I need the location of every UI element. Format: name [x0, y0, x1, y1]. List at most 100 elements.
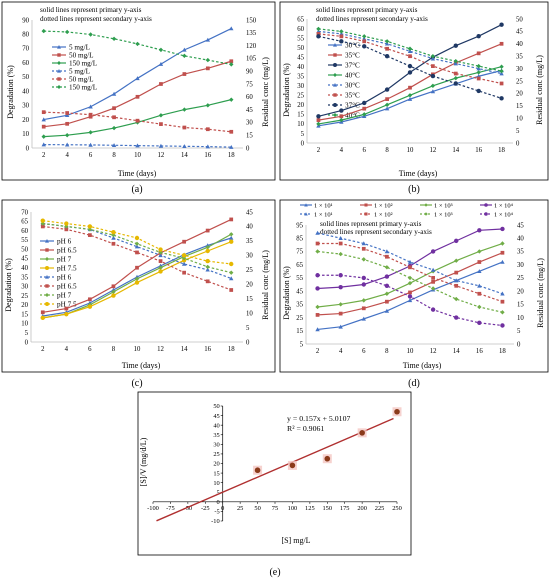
panel-b-y-tick-label: 25 — [297, 93, 304, 100]
panel-b-data-point — [339, 29, 344, 34]
panel-c-data-point — [87, 302, 93, 308]
panel-c-legend-marker — [45, 293, 49, 297]
panel-c-data-point — [205, 264, 210, 270]
panel-d-data-point — [407, 298, 413, 303]
panel-c-series-line — [42, 222, 232, 280]
panel-a-data-point — [111, 91, 117, 96]
panel-b-data-point — [362, 39, 367, 44]
panel-c-data-point — [134, 276, 140, 282]
panel-b-legend-marker — [333, 73, 337, 77]
panel-e-x-tick-label: 25 — [237, 505, 243, 512]
panel-a-x-tick-label: 8 — [112, 152, 116, 159]
panel-c-ylabel: Degradation (%) — [4, 258, 13, 312]
panel-a-y2-tick-label: 45 — [246, 107, 253, 114]
panel-d-y2-tick-label: 45 — [517, 222, 524, 229]
panel-d-y-tick-label: 15 — [296, 328, 303, 335]
panel-d-legend-marker — [304, 203, 308, 207]
panel-c-data-point — [229, 270, 234, 275]
panel-d-legend-label: 1 × 10² — [374, 203, 393, 210]
panel-c-data-point — [88, 233, 92, 237]
panel-c-data-point — [158, 259, 163, 263]
panel-b-data-point — [476, 51, 481, 56]
panel-e-data-point — [289, 462, 296, 469]
panel-a-y-tick-label: 70 — [22, 46, 29, 53]
panel-d-legend-item: 1 × 10² — [360, 203, 393, 210]
panel-a-y2-tick-label: 90 — [246, 69, 253, 76]
panel-c-data-point — [158, 250, 163, 255]
panel-a-legend-label: 150 mg/L — [69, 84, 97, 92]
panel-b-border — [279, 1, 549, 181]
panel-a-y2label: Residual conc (mg/L) — [261, 57, 270, 127]
panel-a-data-point — [205, 66, 210, 71]
panel-c-data-point — [111, 287, 116, 292]
panel-d-data-point — [454, 278, 459, 283]
panel-b-data-point — [408, 54, 412, 59]
panel-a-legend-label: 5 mg/L — [69, 68, 90, 76]
panel-a-data-point — [112, 106, 116, 111]
panel-b-legend-label: 40°C — [345, 112, 360, 120]
panel-c-data-point — [135, 265, 139, 270]
panel-d-data-point — [338, 302, 343, 307]
panel-e-x-tick-label: 175 — [340, 505, 350, 512]
panel-e-y-tick-label: 25 — [213, 451, 219, 458]
panel-a-y-tick-label: 80 — [22, 32, 29, 39]
panel-d-y2-tick-label: 20 — [517, 288, 524, 295]
panel-b-data-point — [339, 117, 344, 123]
panel-b-data-point — [499, 96, 504, 101]
panel-b-legend-marker — [333, 53, 337, 57]
panel-b-data-point — [316, 32, 321, 36]
panel-d-data-point — [384, 249, 390, 254]
panel-d-data-point — [477, 283, 482, 288]
panel-d-data-point — [338, 236, 343, 240]
panel-d-y-tick-label: 95 — [296, 222, 303, 229]
panel-a-data-point — [88, 32, 93, 37]
panel-a-data-point — [182, 107, 187, 112]
panel-e-data-point — [359, 430, 365, 436]
panel-d-data-point — [454, 258, 459, 263]
panel-d-data-point — [385, 299, 389, 304]
panel-b-data-point — [407, 46, 413, 51]
panel-d-data-point — [431, 276, 435, 280]
panel-d-legend-item: 1 × 10³ — [420, 203, 453, 210]
panel-b-data-point — [453, 81, 458, 86]
panel-d-legend-label: 1 × 10³ — [434, 203, 453, 210]
panel-c-legend-item: pH 6 — [40, 238, 72, 246]
panel-d-data-point — [338, 324, 343, 329]
panel-c-data-point — [134, 280, 140, 285]
panel-b-y2-tick-label: 40 — [516, 41, 523, 48]
panel-c-x-tick-label: 6 — [88, 346, 92, 353]
panel-d-x-tick-label: 12 — [430, 348, 437, 355]
panel-c-data-point — [158, 265, 163, 270]
panel-a-data-point — [229, 62, 234, 67]
panel-b-y2-tick-label: 45 — [516, 29, 523, 36]
panel-c-y-tick-label: 25 — [21, 293, 28, 300]
panel-a-data-point — [111, 36, 117, 41]
panel-a-data-point — [229, 26, 234, 31]
panel-d-x-tick-label: 18 — [499, 348, 506, 355]
panel-b-legend-label: 40°C — [345, 72, 360, 80]
panel-e-y-tick-label: 45 — [213, 413, 219, 420]
panel-a-y-tick-label: 50 — [22, 74, 29, 81]
panel-d-x-tick-label: 14 — [453, 348, 460, 355]
panel-b-y2-tick-label: 10 — [516, 116, 523, 123]
panel-b-data-point — [339, 31, 344, 36]
panel-c-legend: pH 6 pH 6.5 pH 7 pH 7.5 pH 6 pH 6.5 pH 7… — [40, 238, 77, 309]
panel-c-label: (c) — [131, 378, 142, 389]
panel-d-data-point — [338, 273, 343, 278]
panel-b-ylabel: Degradation (%) — [282, 63, 291, 117]
panel-b-data-point — [476, 33, 481, 39]
panel-a: solid lines represent primary y-axis dot… — [1, 1, 276, 195]
panel-c-data-point — [40, 221, 45, 226]
panel-c-data-point — [111, 235, 116, 240]
panel-c-legend-item: pH 7 — [40, 292, 72, 300]
panel-b-data-point — [407, 49, 413, 53]
panel-c-series-line — [42, 241, 232, 319]
panel-d-legend-label: 1 × 10³ — [434, 212, 453, 219]
panel-a-series-line — [43, 27, 232, 121]
panel-a-y2-tick-label: 60 — [246, 94, 253, 101]
panel-b-y-tick-label: 55 — [297, 35, 304, 42]
panel-b-data-point — [407, 93, 413, 98]
panel-e-x-tick-label: 50 — [254, 505, 260, 512]
panel-a-data-point — [205, 57, 211, 63]
panel-c-data-point — [229, 235, 234, 240]
